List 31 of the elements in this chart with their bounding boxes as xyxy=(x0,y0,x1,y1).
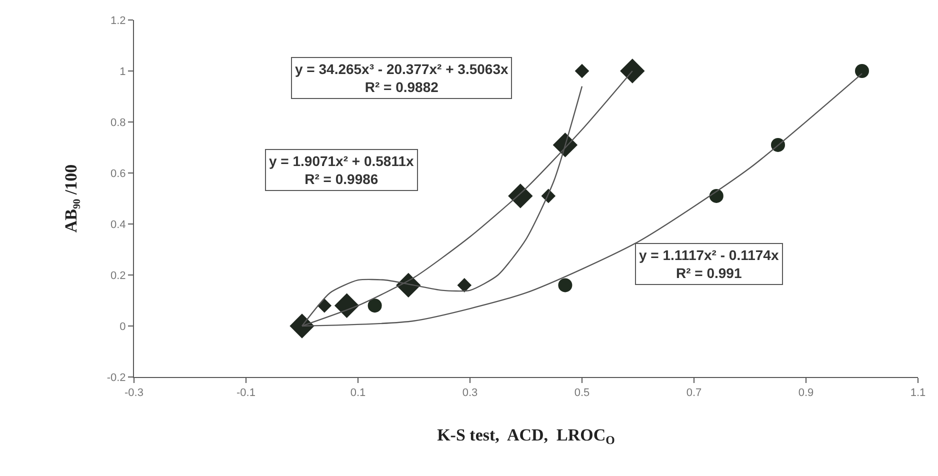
y-tick-label: 0 xyxy=(120,320,126,333)
x-tick-label: 0.9 xyxy=(798,387,814,400)
y-tick-label: 0.2 xyxy=(110,270,126,282)
point xyxy=(620,58,645,84)
x-tick-label: 1.1 xyxy=(910,387,926,400)
x-tick-label: 0.1 xyxy=(350,387,366,400)
y-tick-label: 1 xyxy=(120,66,126,78)
point xyxy=(855,64,869,78)
point xyxy=(317,298,332,313)
x-axis-title: K-S test, ACD, LROC$_{O}$ xyxy=(437,426,615,448)
y-axis-title: AB₉₀ /100 xyxy=(61,164,80,233)
point xyxy=(709,188,724,203)
annotation: y = 1.1117x² - 0.1174x R² = 0.991 xyxy=(639,247,779,282)
point xyxy=(457,278,472,292)
point xyxy=(334,293,360,318)
point xyxy=(508,184,533,208)
x-tick-label: -0.3 xyxy=(124,387,144,400)
point xyxy=(558,278,572,292)
x-tick-label: 0.3 xyxy=(462,387,478,400)
annotation: y = 1.9071x² + 0.5811x R² = 0.9986 xyxy=(269,153,414,188)
y-tick-label: 0.4 xyxy=(110,218,126,231)
y-tick-label: 1.2 xyxy=(110,14,126,27)
x-tick-label: -0.1 xyxy=(236,387,256,400)
y-tick-label: 0.8 xyxy=(110,116,126,129)
point xyxy=(368,298,382,313)
y-tick-label: 0.6 xyxy=(110,168,126,180)
annotation: y = 34.265x³ - 20.377x² + 3.5063x R² = 0.9882 xyxy=(295,61,508,96)
x-tick-label: 0.7 xyxy=(686,387,702,400)
x-tick-label: 0.5 xyxy=(574,387,590,400)
y-tick-label: -0.2 xyxy=(106,372,126,384)
point xyxy=(574,64,590,78)
